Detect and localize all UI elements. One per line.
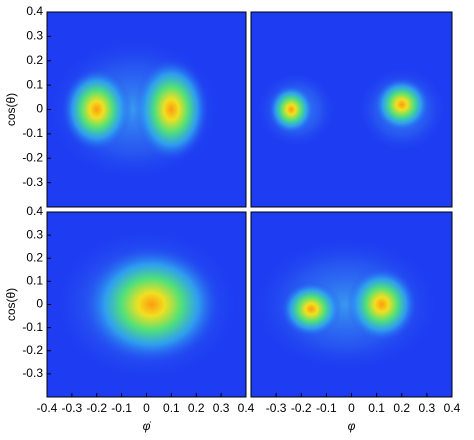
density-blob <box>346 267 417 342</box>
y-tick-label: -0.3 <box>22 366 43 380</box>
x-tick-label: -0.1 <box>111 401 132 415</box>
x-axis-label: φ̇ <box>143 419 152 433</box>
x-tick-label: -0.2 <box>86 401 107 415</box>
y-tick-label: -0.2 <box>22 150 43 164</box>
panel: -0.3-0.2-0.100.10.20.30.4-0.4 -0.3 -0.2 -0.… <box>4 204 254 433</box>
x-tick-label: 0 <box>348 401 355 415</box>
y-tick-label: 0.3 <box>26 227 43 241</box>
heatmap <box>256 65 447 154</box>
frame <box>250 211 453 398</box>
y-tick-label: 0.2 <box>26 250 43 264</box>
density-blob <box>268 85 314 134</box>
panel: -0.3 -0.2 -0.1 0 0.1 0.2 0.3 0.4 φ <box>250 211 461 433</box>
y-tick-label: 0.4 <box>26 4 43 18</box>
frame <box>46 211 247 398</box>
heatmap <box>51 225 242 384</box>
y-tick-label: -0.1 <box>22 320 43 334</box>
density-blob <box>84 246 219 363</box>
y-tick-label: 0.1 <box>26 274 43 288</box>
x-tick-label: -0.3 <box>266 401 287 415</box>
x-tick-label: 0 <box>143 401 150 415</box>
y-tick-label: 0 <box>36 102 43 116</box>
panel <box>250 11 453 208</box>
y-tick-label: 0.2 <box>26 53 43 67</box>
x-tick-label: 0.4 <box>444 401 461 415</box>
density-blob <box>374 77 430 132</box>
density-blob <box>61 68 132 151</box>
x-tick-label: -0.4 <box>37 401 58 415</box>
y-tick-label: -0.3 <box>22 175 43 189</box>
x-tick-label: -0.2 <box>291 401 312 415</box>
y-tick-label: -0.1 <box>22 126 43 140</box>
x-axis-label: φ <box>348 419 356 433</box>
x-tick-label: -0.1 <box>316 401 337 415</box>
y-axis-label: cos(θ) <box>4 288 18 321</box>
y-tick-label: 0.3 <box>26 29 43 43</box>
x-tick-label: 0.2 <box>393 401 410 415</box>
density-blob <box>281 281 342 337</box>
y-axis-label: cos(θ) <box>4 93 18 126</box>
heatmap <box>47 36 224 183</box>
x-tick-label: 0.4 <box>238 401 255 415</box>
x-tick-label: 0.2 <box>188 401 205 415</box>
y-tick-label: -0.2 <box>22 343 43 357</box>
x-tick-label: 0.3 <box>213 401 230 415</box>
x-tick-label: 0.1 <box>368 401 385 415</box>
frame <box>46 11 247 208</box>
x-tick-label: 0.3 <box>419 401 436 415</box>
panel: -0.3 -0.2 -0.1 0 0.1 0.2 0.3 0.4 cos(θ) <box>4 4 247 208</box>
y-tick-label: 0.4 <box>26 204 43 218</box>
density-blob <box>134 58 209 161</box>
y-tick-label: 0 <box>36 297 43 311</box>
heatmap <box>251 235 442 374</box>
y-tick-label: 0.1 <box>26 77 43 91</box>
x-tick-label: -0.3 <box>62 401 83 415</box>
x-tick-label: 0.1 <box>163 401 180 415</box>
frame <box>250 11 453 208</box>
